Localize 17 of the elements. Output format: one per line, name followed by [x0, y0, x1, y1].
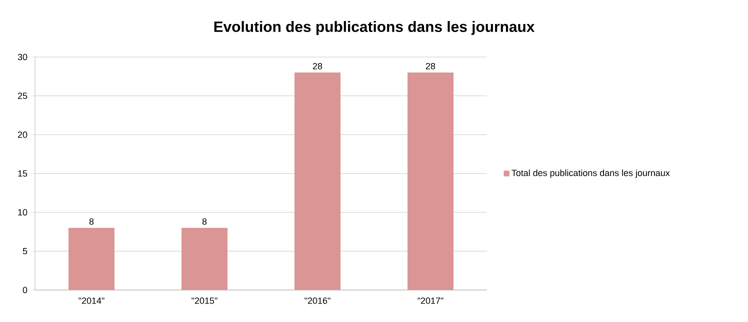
- y-tick-label: 0: [22, 286, 28, 294]
- data-label: 8: [202, 218, 207, 225]
- data-label: 28: [312, 62, 322, 70]
- x-tick-label: "2016": [304, 298, 330, 304]
- y-tick-label: 30: [18, 54, 28, 60]
- y-tick-label: 25: [18, 92, 28, 100]
- x-tick-label: "2017": [418, 298, 444, 304]
- y-tick-label: 15: [18, 170, 28, 177]
- x-tick-label: "2015": [192, 298, 218, 304]
- y-tick-label: 10: [18, 209, 28, 216]
- data-label: 8: [89, 218, 94, 225]
- legend-label: Total des publications dans les journaux: [512, 170, 670, 178]
- x-tick-label: "2014": [78, 298, 104, 304]
- data-label: 28: [426, 62, 436, 70]
- chart-title: Evolution des publications dans les journaux: [214, 21, 535, 35]
- y-tick-label: 5: [22, 248, 28, 254]
- y-tick-label: 20: [18, 131, 28, 138]
